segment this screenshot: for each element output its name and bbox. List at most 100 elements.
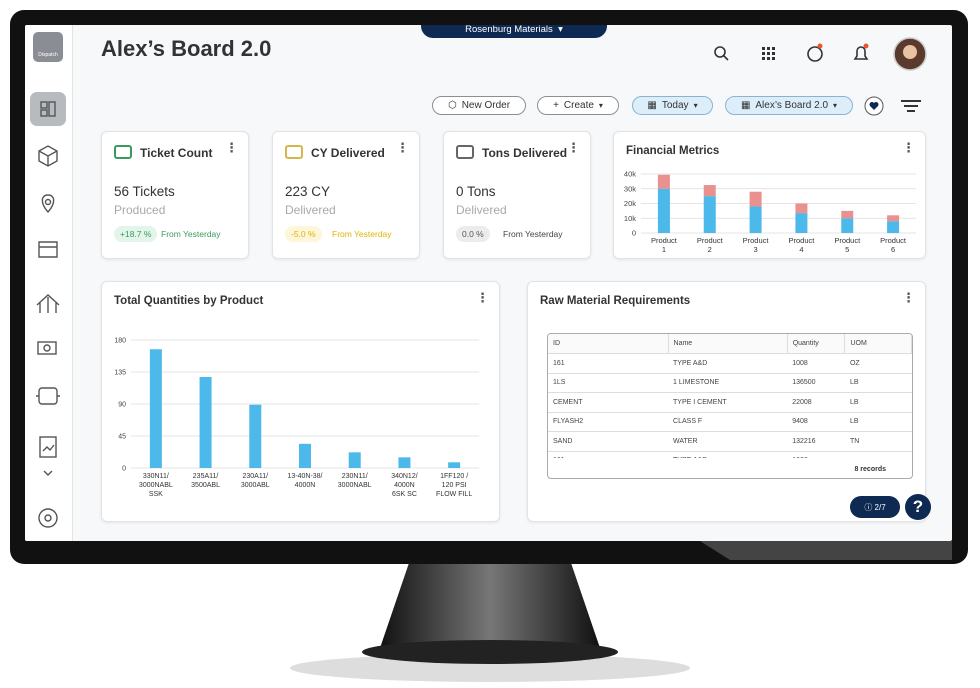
bar	[348, 452, 361, 468]
kpi-note: From Yesterday	[503, 229, 563, 239]
button-icon: ⬡	[447, 100, 457, 111]
bar	[749, 191, 762, 207]
x-tick-label: 4	[799, 245, 803, 254]
progress-badge[interactable]: ⓘ 2/7	[850, 496, 900, 518]
y-tick-label: 20k	[624, 199, 636, 208]
x-tick-label: 2	[708, 245, 712, 254]
kpi-value: 56 Tickets	[114, 184, 175, 199]
kpi-note: From Yesterday	[161, 229, 221, 239]
bar	[887, 215, 900, 222]
card-title: Financial Metrics	[626, 145, 720, 157]
kpi-card: CY Delivered ⋮ 223 CY Delivered -5.0 % From Y…	[272, 131, 420, 259]
x-tick-label: 13-40N-38/	[287, 473, 322, 480]
bar	[795, 213, 808, 233]
button-label: New Order	[461, 100, 511, 111]
bar	[749, 206, 762, 233]
table-cell: 1008	[787, 353, 845, 374]
kpi-icon	[114, 145, 132, 159]
kpi-subtitle: Delivered	[456, 203, 507, 217]
table-cell: TYPE A&D	[668, 451, 788, 458]
button-label: Alex’s Board 2.0	[755, 100, 829, 111]
caret: ▾	[598, 101, 603, 110]
table-row: 161 TYPE A&D 1008 OZ	[548, 353, 912, 374]
bar	[149, 349, 162, 468]
table-cell: LB	[844, 412, 912, 432]
x-tick-label: 330N11/	[143, 473, 169, 480]
button-label: Create	[563, 100, 594, 111]
kpi-change: -5.0 %	[285, 226, 322, 242]
y-tick-label: 40k	[624, 170, 636, 179]
toolbar-button[interactable]: + Create ▾	[537, 96, 619, 115]
table-row: 1LS 1 LIMESTONE 136500 LB	[548, 373, 912, 393]
kpi-title: Ticket Count	[140, 146, 213, 160]
x-tick-label: 3	[753, 245, 757, 254]
table-cell: TN	[844, 431, 912, 452]
table-cell: 136500	[787, 373, 845, 393]
toolbar-button[interactable]: ▦ Today ▾	[632, 96, 713, 115]
bar	[657, 188, 670, 233]
button-icon: ▦	[647, 100, 657, 111]
toolbar-button[interactable]: ⬡ New Order	[432, 96, 526, 115]
x-tick-label: 230N11/	[342, 473, 368, 480]
card-menu[interactable]: ⋮	[902, 140, 915, 155]
toolbar-button[interactable]: ▦ Alex’s Board 2.0 ▾	[725, 96, 853, 115]
company-name: Rosenburg Materials	[465, 25, 553, 35]
y-tick-label: 90	[118, 402, 126, 409]
column-header: Name	[668, 334, 788, 354]
x-tick-label: Product	[743, 236, 770, 245]
x-tick-label: 340N12/	[391, 473, 418, 480]
header-icons	[714, 37, 927, 71]
x-tick-label: 1FF120 /	[440, 473, 468, 480]
table-row: CEMENT TYPE I CEMENT 22008 LB	[548, 392, 912, 413]
x-tick-label: 4000N	[295, 482, 316, 489]
table-row: SAND WATER 132216 TN	[548, 431, 912, 452]
card-menu[interactable]: ⋮	[476, 290, 489, 305]
quantities-chart: 0 45 90 135 180 330N11/3000NABL SSK 235A11/3500…	[114, 338, 479, 498]
financial-card: Financial Metrics ⋮ 0 10k 20k 30k 40k Product…	[613, 131, 926, 259]
column-header: UOM	[844, 334, 912, 354]
y-tick-label: 30k	[624, 184, 636, 193]
x-tick-label: 6	[891, 245, 895, 254]
x-tick-label: 120 PSI	[442, 482, 467, 489]
kpi-subtitle: Delivered	[285, 203, 336, 217]
company-switcher[interactable]: Rosenburg Materials ▾	[421, 25, 607, 38]
caret: ▾	[833, 101, 838, 110]
bar	[448, 462, 461, 468]
kpi-value: 0 Tons	[456, 184, 496, 199]
x-tick-label: Product	[880, 236, 907, 245]
card-title: Raw Material Requirements	[540, 295, 691, 307]
kpi-change: +18.7 %	[114, 226, 158, 242]
table-cell: CEMENT	[548, 392, 669, 413]
table-scroll: ID Name Quantity UOM 161 TYPE A&D 1008 OZ 1LS 1 L…	[548, 334, 912, 458]
x-tick-label: 1	[662, 245, 666, 254]
bar	[398, 457, 411, 468]
nav-icons	[30, 92, 66, 528]
x-tick-label: 6SK SC	[392, 491, 417, 498]
help-button[interactable]: ?	[905, 494, 931, 520]
kpi-icon	[285, 145, 303, 159]
card-menu[interactable]: ⋮	[902, 290, 915, 305]
table-cell: 1008	[787, 451, 845, 458]
y-tick-label: 45	[118, 434, 126, 441]
bar	[299, 443, 311, 468]
header-row: ID Name Quantity UOM	[548, 334, 912, 354]
card-menu: ⋮	[396, 140, 409, 155]
logo[interactable]: Dispatch	[33, 32, 63, 62]
y-tick-label: 0	[122, 466, 126, 473]
kpi-card: Ticket Count ⋮ 56 Tickets Produced +18.7 % Fr…	[101, 131, 249, 259]
x-tick-label: 4000N	[394, 482, 415, 489]
table-cell: WATER	[668, 431, 788, 452]
table-cell: LB	[844, 392, 912, 413]
table-cell: 1LS	[548, 373, 669, 393]
bar	[249, 404, 262, 468]
card-menu: ⋮	[567, 140, 580, 155]
bar	[703, 196, 716, 233]
kpi-title: Tons Delivered	[482, 146, 568, 160]
x-tick-label: Product	[834, 236, 861, 245]
table-cell: 132216	[787, 431, 845, 452]
table-cell: CLASS F	[668, 412, 788, 432]
table-cell: TYPE A&D	[668, 353, 788, 374]
board-title: Alex’s Board 2.0	[101, 36, 272, 61]
